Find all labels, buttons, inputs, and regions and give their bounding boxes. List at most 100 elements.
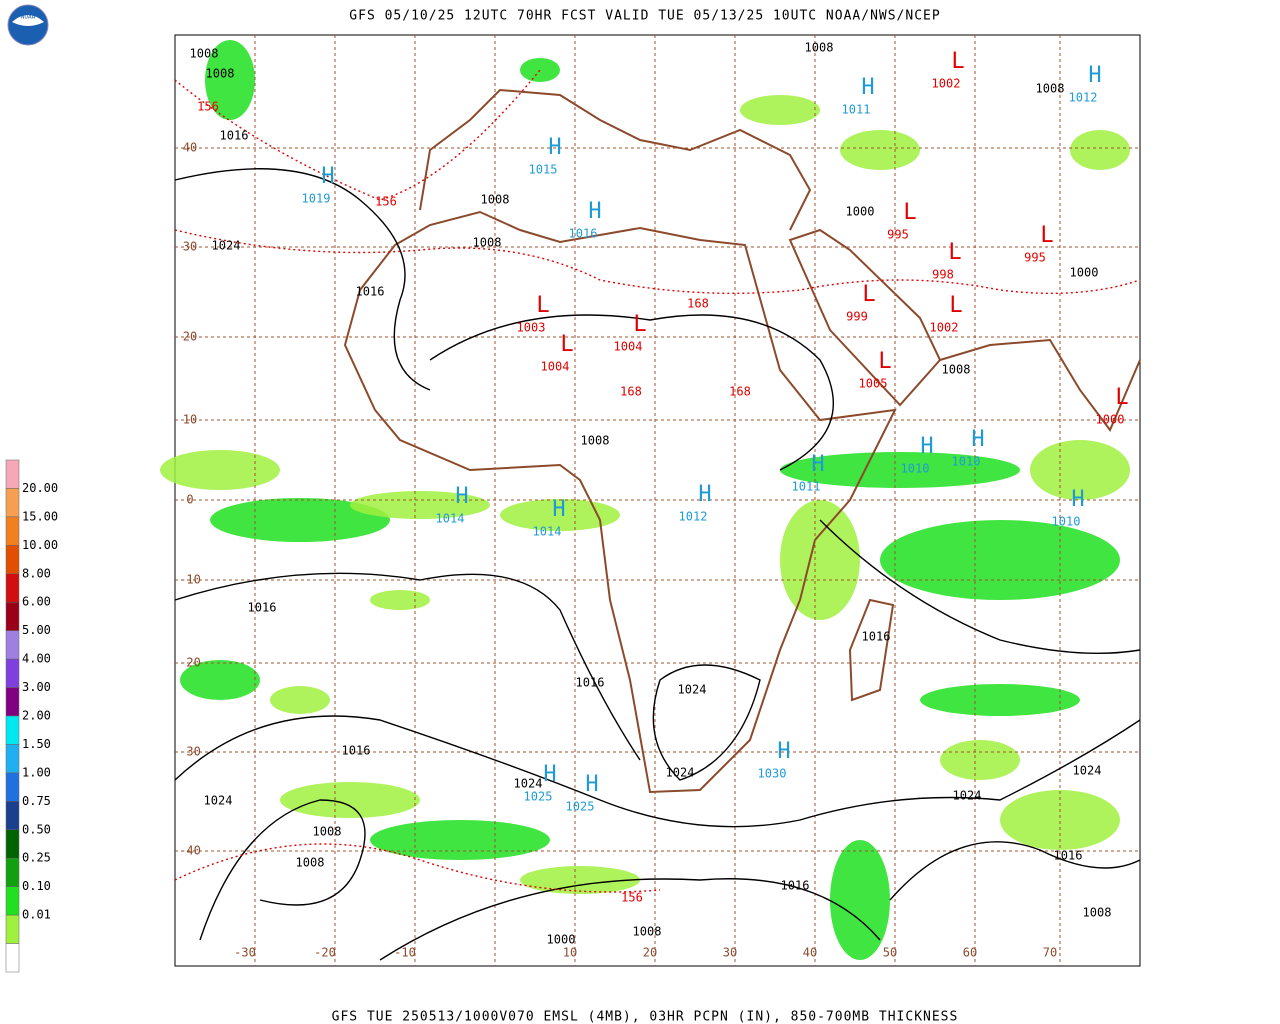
isobar-label: 1024 (666, 766, 695, 780)
lon-label: 60 (963, 946, 977, 960)
isobar (379, 878, 881, 961)
center-symbol: H (777, 739, 790, 764)
footer-caption: GFS TUE 250513/1000V070 EMSL (4MB), 03HR… (332, 1010, 959, 1024)
isobar-label: 1008 (190, 47, 219, 61)
center-symbol: L (536, 293, 549, 318)
thickness-line (174, 843, 661, 893)
isobar-label: 1016 (248, 601, 277, 615)
precip-area (520, 866, 640, 894)
isobar-label: 1016 (576, 676, 605, 690)
center-symbol: L (878, 349, 891, 374)
lat-label: -40 (179, 844, 201, 858)
isobar-label: 1008 (473, 236, 502, 250)
center-value: 1014 (533, 525, 562, 539)
madagascar-coast (848, 598, 895, 702)
center-value: 1019 (302, 192, 331, 206)
isobar-label: 1024 (204, 794, 233, 808)
legend-label: 6.00 (22, 595, 51, 609)
lon-label: -30 (234, 946, 256, 960)
center-value: 1025 (566, 800, 595, 814)
lat-lon-grid (175, 35, 1140, 966)
isobar-label: 1000 (1070, 266, 1099, 280)
legend-swatch (5, 545, 20, 575)
center-symbol: H (1071, 487, 1084, 512)
center-value: 1012 (1069, 91, 1098, 105)
center-value: 1004 (614, 340, 643, 354)
center-value: 1004 (541, 360, 570, 374)
thickness-label: 168 (687, 297, 709, 311)
precip-area (940, 740, 1020, 780)
precip-area (370, 590, 430, 610)
legend-swatch (5, 772, 20, 802)
lat-label: 40 (183, 141, 197, 155)
legend-label: 1.50 (22, 737, 51, 751)
legend-label: 5.00 (22, 623, 51, 637)
lat-label: -10 (179, 573, 201, 587)
legend: 20.00 15.00 10.00 8.00 6.00 5.00 4.00 3.00 2.00 1… (5, 459, 58, 973)
isobar-label: 1016 (220, 129, 249, 143)
isobar (174, 168, 431, 391)
legend-swatch (5, 914, 20, 944)
center-symbol: L (903, 200, 916, 225)
center-symbol: L (560, 332, 573, 357)
precip-area (270, 686, 330, 714)
precip-area (1070, 130, 1130, 170)
isobar (174, 715, 1141, 828)
isobar-label: 1016 (1054, 849, 1083, 863)
isobar (429, 314, 834, 471)
legend-swatch (5, 573, 20, 603)
precip-area (840, 130, 920, 170)
legend-label: 0.75 (22, 794, 51, 808)
center-symbol: H (321, 164, 334, 189)
legend-label: 3.00 (22, 680, 51, 694)
legend-label: 15.00 (22, 509, 58, 523)
precip-area (1030, 440, 1130, 500)
lon-label: 30 (723, 946, 737, 960)
lat-label: 30 (183, 240, 197, 254)
center-symbol: H (552, 497, 565, 522)
logo-text: NOAA (21, 14, 36, 21)
legend-swatch (5, 943, 20, 973)
isobar-label: 1008 (633, 925, 662, 939)
precip-area (350, 491, 490, 519)
isobar-label: 1008 (581, 434, 610, 448)
isobar-label: 1016 (781, 879, 810, 893)
center-symbol: H (548, 135, 561, 160)
legend-swatch (5, 630, 20, 660)
center-symbol: H (698, 482, 711, 507)
center-symbol: H (455, 484, 468, 509)
africa-coast (343, 210, 897, 794)
center-symbol: H (811, 452, 824, 477)
thickness-line (174, 229, 1141, 295)
lon-label: -20 (314, 946, 336, 960)
center-value: 1012 (679, 510, 708, 524)
arabia-coast (788, 228, 942, 407)
center-symbol: L (949, 293, 962, 318)
center-symbol: L (633, 312, 646, 337)
lon-label: 50 (883, 946, 897, 960)
isobar-label: 1024 (1073, 764, 1102, 778)
isobar (652, 664, 761, 781)
center-symbol: H (861, 75, 874, 100)
lon-label: 20 (643, 946, 657, 960)
center-value: 1005 (859, 377, 888, 391)
precip-area (780, 452, 1020, 488)
center-value: 1015 (529, 163, 558, 177)
center-symbol: L (951, 49, 964, 74)
legend-label: 1.00 (22, 765, 51, 779)
isobar-label: 1008 (1036, 82, 1065, 96)
precip-area (740, 95, 820, 125)
lon-label: -10 (394, 946, 416, 960)
legend-swatch (5, 886, 20, 916)
logo: NOAA (7, 4, 49, 46)
center-value: 1010 (1052, 515, 1081, 529)
legend-swatch (5, 687, 20, 717)
title: GFS 05/10/25 12UTC 70HR FCST VALID TUE 0… (349, 9, 940, 24)
center-symbol: H (920, 434, 933, 459)
center-symbol: H (1088, 63, 1101, 88)
center-value: 1016 (569, 227, 598, 241)
legend-swatch (5, 459, 20, 489)
asia-coast (939, 338, 1141, 432)
